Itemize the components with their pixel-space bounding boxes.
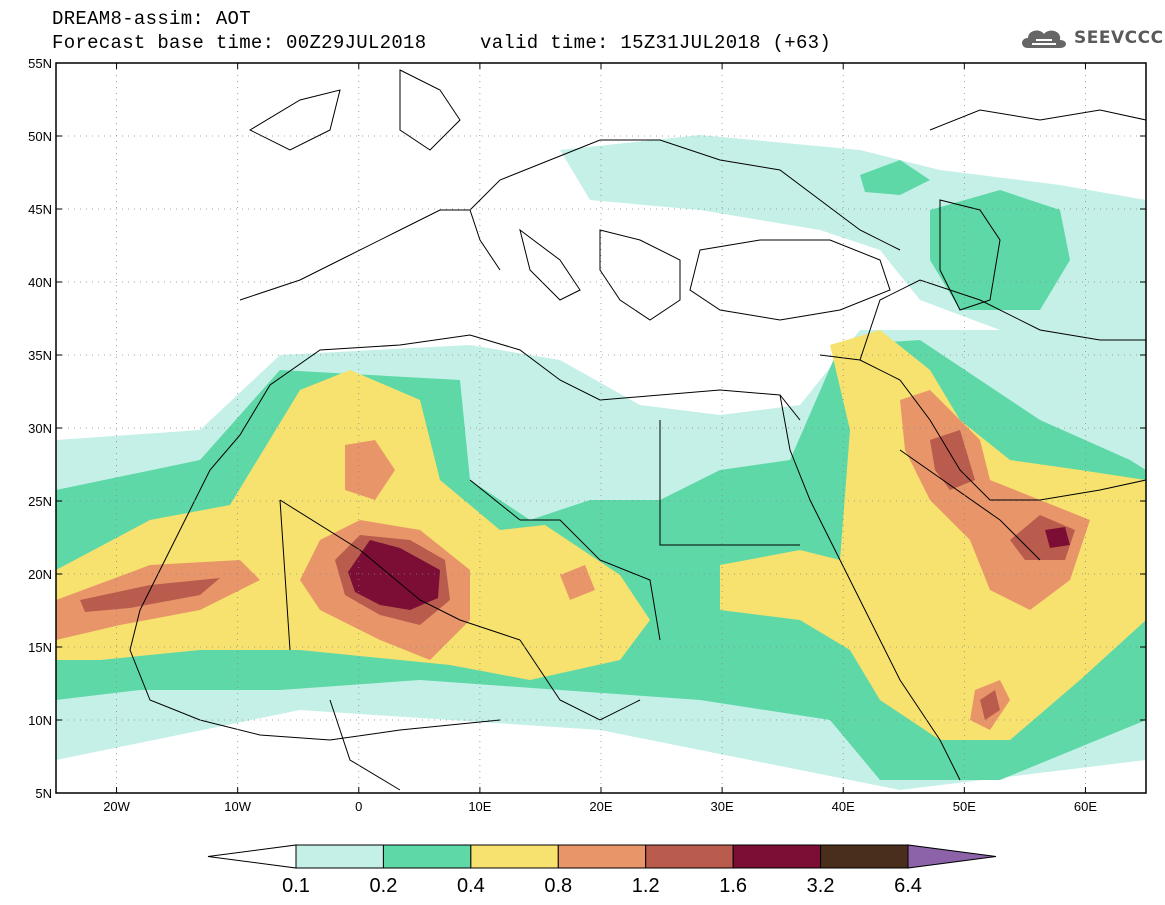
- lat-label: 5N: [35, 786, 52, 801]
- colorbar-level-label: 0.1: [282, 875, 310, 897]
- lat-label: 10N: [28, 713, 52, 728]
- colorbar-segment: [295, 844, 384, 869]
- lon-label: 20E: [589, 799, 612, 814]
- colorbar-segment: [645, 844, 734, 869]
- seevccc-logo: SEEVCCC: [1018, 24, 1164, 52]
- lat-label: 55N: [28, 56, 52, 71]
- lat-label: 15N: [28, 640, 52, 655]
- aot-fields: [56, 135, 1146, 790]
- colorbar-labels: 0.1 0.2 0.4 0.8 1.2 1.6 3.2 6.4: [282, 875, 922, 897]
- valid-time: valid time: 15Z31JUL2018 (+63): [480, 32, 832, 54]
- longitude-labels: 20W 10W 0 10E 20E 30E 40E 50E 60E: [103, 799, 1097, 814]
- colorbar-segment: [470, 844, 559, 869]
- colorbar-segment: [382, 844, 472, 869]
- aot-level-1.6: [348, 527, 1070, 610]
- colorbar-level-label: 3.2: [807, 875, 835, 897]
- lat-label: 45N: [28, 202, 52, 217]
- lon-label: 0: [355, 799, 362, 814]
- lat-label: 30N: [28, 421, 52, 436]
- lat-label: 25N: [28, 494, 52, 509]
- lon-label: 10E: [468, 799, 491, 814]
- lon-label: 50E: [953, 799, 976, 814]
- lon-label: 60E: [1074, 799, 1097, 814]
- lat-label: 20N: [28, 567, 52, 582]
- lon-label: 10W: [224, 799, 251, 814]
- lat-label: 40N: [28, 275, 52, 290]
- colorbar-level-label: 0.2: [370, 875, 398, 897]
- coastlines: [129, 69, 1146, 791]
- colorbar-level-label: 0.4: [457, 875, 485, 897]
- latitude-labels: 55N 50N 45N 40N 35N 30N 25N 20N 15N 10N 5N: [28, 56, 52, 801]
- colorbar-level-label: 0.8: [544, 875, 572, 897]
- colorbar-level-label: 1.6: [719, 875, 747, 897]
- colorbar-segment: [820, 844, 909, 869]
- map-title: DREAM8-assim: AOT: [52, 8, 251, 30]
- forecast-base-time: Forecast base time: 00Z29JUL2018: [52, 32, 427, 54]
- lat-label: 50N: [28, 129, 52, 144]
- colorbar: [207, 844, 997, 869]
- logo-text: SEEVCCC: [1074, 28, 1164, 48]
- colorbar-level-label: 6.4: [894, 875, 922, 897]
- colorbar-arrow-right: [907, 844, 997, 869]
- cloud-logo-icon: [1022, 30, 1066, 48]
- axis-ticks: [56, 62, 1146, 794]
- lat-label: 35N: [28, 348, 52, 363]
- colorbar-arrow-left: [207, 844, 297, 869]
- colorbar-segment: [557, 844, 647, 869]
- lon-label: 20W: [103, 799, 130, 814]
- lon-label: 40E: [832, 799, 855, 814]
- colorbar-level-label: 1.2: [632, 875, 660, 897]
- colorbar-segment: [732, 844, 822, 869]
- lon-label: 30E: [711, 799, 734, 814]
